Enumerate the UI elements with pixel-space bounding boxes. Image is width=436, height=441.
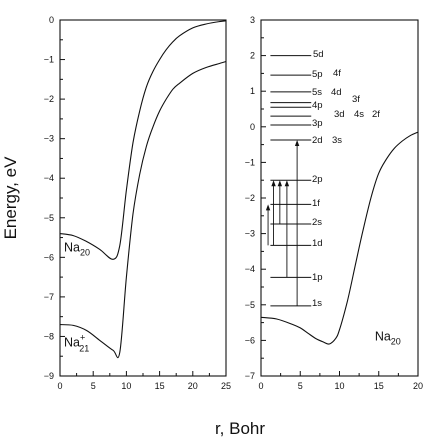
level-label: 4p [312, 100, 323, 111]
level-label: 3s [332, 135, 342, 146]
y-tick-label: −6 [44, 252, 54, 262]
level-label: 2s [312, 217, 322, 228]
x-axis-title: r, Bohr [215, 419, 265, 438]
level-label: 1d [312, 238, 323, 249]
y-axis-title: Energy, eV [1, 156, 20, 240]
series-line [59, 20, 227, 260]
level-label: 5p [312, 69, 323, 80]
x-tick-label: 5 [91, 381, 96, 391]
arrowhead [277, 180, 283, 187]
x-tick-label: 15 [155, 381, 165, 391]
plot-frame [59, 19, 227, 377]
x-tick-label: 10 [121, 381, 131, 391]
y-tick-label: 0 [250, 122, 255, 132]
level-label: 2p [312, 174, 323, 185]
y-tick-label: −3 [44, 134, 54, 144]
level-label: 1s [312, 298, 322, 309]
y-tick-label: −7 [44, 292, 54, 302]
x-tick-label: 15 [374, 381, 384, 391]
level-label: 3f [352, 94, 360, 105]
y-tick-label: −8 [44, 331, 54, 341]
curve-label: Na20 [375, 329, 401, 346]
y-tick-label: 0 [49, 15, 54, 25]
level-label: 4f [333, 68, 341, 79]
x-tick-label: 0 [258, 381, 263, 391]
x-tick-label: 20 [413, 381, 423, 391]
arrowhead [271, 180, 276, 187]
y-tick-label: −5 [44, 213, 54, 223]
x-tick-label: 25 [221, 381, 231, 391]
y-tick-label: −4 [245, 264, 255, 274]
level-label: 1f [312, 198, 320, 209]
level-label: 4d [331, 87, 342, 98]
y-tick-label: −2 [44, 94, 54, 104]
level-label: 1p [312, 272, 323, 283]
level-label: 4s [354, 109, 364, 120]
y-tick-label: 2 [250, 51, 255, 61]
x-tick-label: 10 [334, 381, 344, 391]
level-label: 3d [334, 109, 345, 120]
arrowhead [284, 180, 290, 187]
y-tick-label: −3 [245, 229, 255, 239]
y-tick-label: −7 [245, 371, 255, 381]
y-tick-label: 1 [250, 86, 255, 96]
arrowhead [294, 139, 300, 146]
curve-label: Na+ 21 [64, 332, 89, 353]
y-tick-label: 3 [250, 15, 255, 25]
level-label: 5s [312, 87, 322, 98]
arrowhead [265, 204, 271, 211]
level-label: 2f [372, 109, 380, 120]
series-line [260, 131, 419, 345]
level-label: 3p [312, 118, 323, 129]
right-panel: 0 5 10 15 203210−1−2−3−4−5−6−7Na201s1p1d2s1f… [245, 15, 423, 391]
y-tick-label: −2 [245, 193, 255, 203]
left-panel: 0 5 10 15 20 25 0 −1 −2 −3 −4 −5 −6 −7 −8 −9 Na20 Na+ 21 [44, 15, 231, 391]
level-label: 5d [313, 49, 324, 60]
x-tick-label: 0 [57, 381, 62, 391]
x-tick-label: 20 [188, 381, 198, 391]
level-label: 2d [312, 135, 323, 146]
x-tick-label: 5 [298, 381, 303, 391]
y-tick-label: −1 [245, 157, 255, 167]
y-tick-label: −5 [245, 300, 255, 310]
series-line [59, 60, 227, 359]
y-tick-label: −6 [245, 335, 255, 345]
y-tick-label: −9 [44, 371, 54, 381]
curve-label: Na20 [64, 240, 90, 257]
y-tick-label: −4 [44, 173, 54, 183]
y-tick-label: −1 [44, 55, 54, 65]
